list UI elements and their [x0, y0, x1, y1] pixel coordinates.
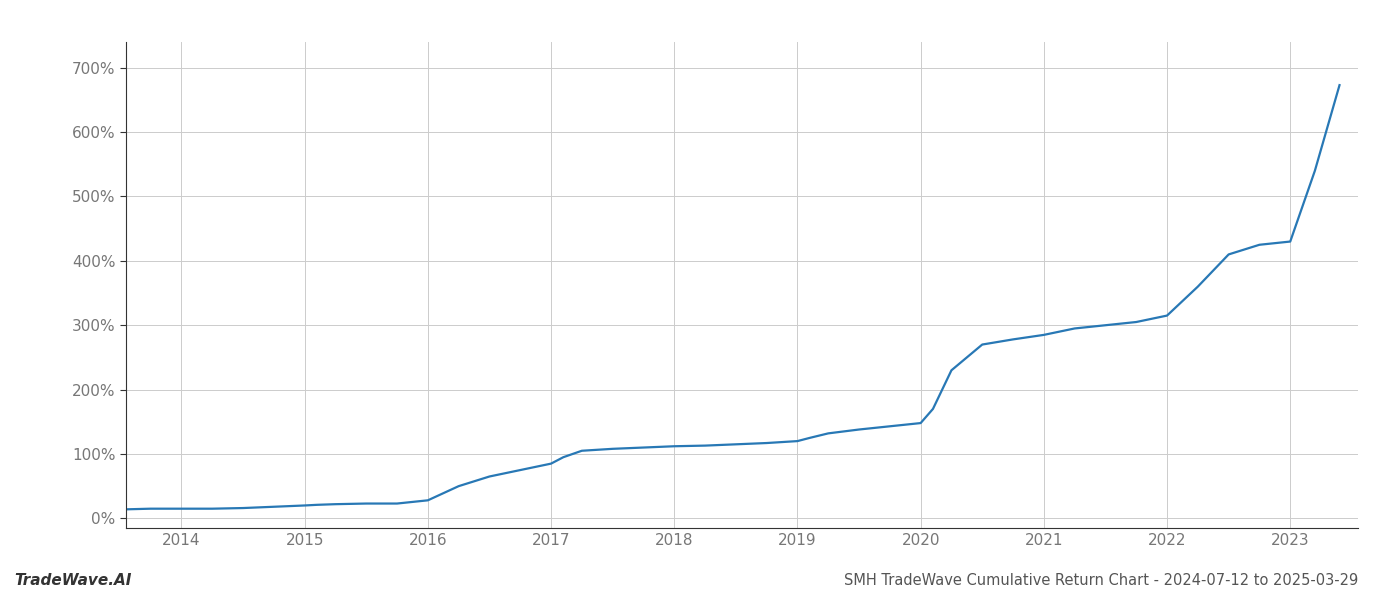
Text: TradeWave.AI: TradeWave.AI: [14, 573, 132, 588]
Text: SMH TradeWave Cumulative Return Chart - 2024-07-12 to 2025-03-29: SMH TradeWave Cumulative Return Chart - …: [844, 573, 1358, 588]
